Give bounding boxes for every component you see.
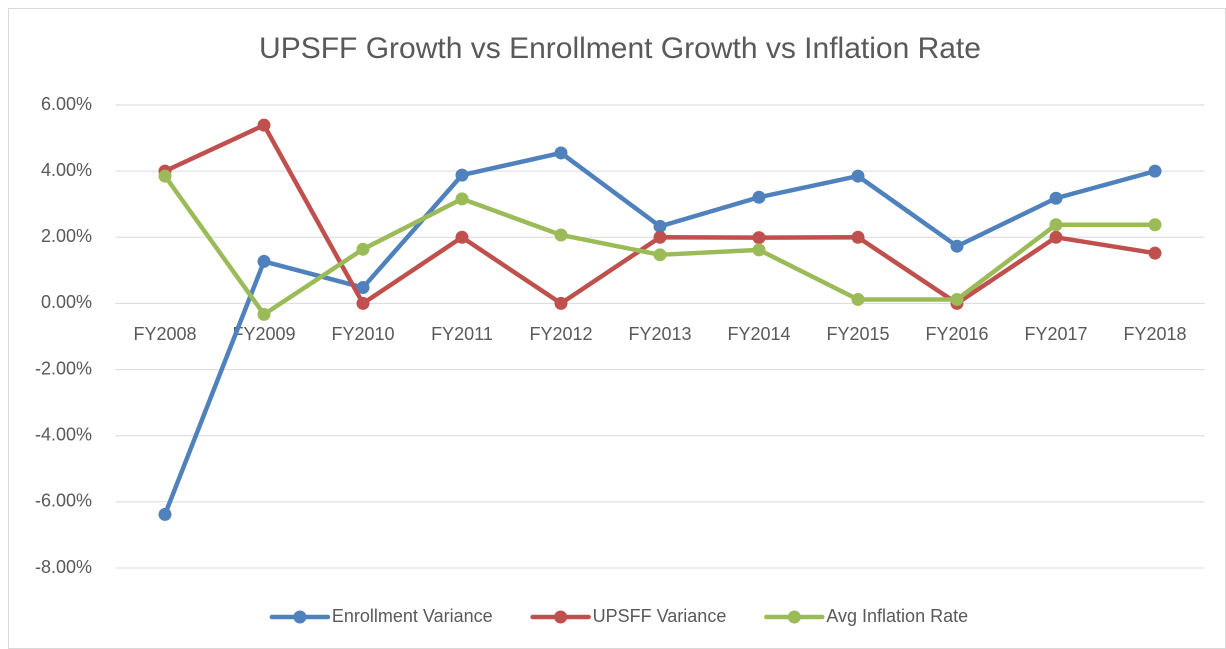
data-point [455,192,469,206]
data-point [257,307,271,321]
x-tick-label: FY2015 [826,324,889,344]
data-point [752,243,766,257]
chart-frame [8,8,1226,649]
data-point [158,169,172,183]
data-point [455,230,469,244]
data-point [950,239,964,253]
legend-label: UPSFF Variance [593,606,727,626]
legend-label: Enrollment Variance [332,606,493,626]
data-point [257,118,271,132]
data-point [158,507,172,521]
data-point [1148,246,1162,260]
chart-title: UPSFF Growth vs Enrollment Growth vs Inf… [259,32,981,65]
data-point [356,242,370,256]
legend-marker [554,610,568,624]
legend-label: Avg Inflation Rate [826,606,968,626]
y-tick-label: -2.00% [35,358,92,378]
x-tick-label: FY2014 [727,324,790,344]
data-point [752,231,766,245]
data-point [554,228,568,242]
data-point [1148,218,1162,232]
data-point [752,190,766,204]
x-tick-label: FY2013 [628,324,691,344]
y-tick-label: 4.00% [41,160,92,180]
data-point [356,296,370,310]
data-point [851,292,865,306]
data-point [257,254,271,268]
x-tick-label: FY2018 [1123,324,1186,344]
legend-marker [787,610,801,624]
y-tick-label: -8.00% [35,557,92,577]
y-tick-label: 2.00% [41,226,92,246]
data-point [554,296,568,310]
data-point [653,219,667,233]
data-point [851,169,865,183]
x-tick-label: FY2011 [431,324,493,344]
data-point [356,281,370,295]
data-point [851,230,865,244]
x-tick-label: FY2008 [133,324,196,344]
x-tick-label: FY2012 [529,324,592,344]
data-point [1049,218,1063,232]
data-point [950,292,964,306]
data-point [1049,230,1063,244]
y-tick-label: 0.00% [41,292,92,312]
data-point [554,146,568,160]
data-point [1049,191,1063,205]
x-tick-label: FY2010 [331,324,394,344]
y-tick-label: 6.00% [41,94,92,114]
legend-marker [293,610,307,624]
x-tick-label: FY2009 [232,324,295,344]
data-point [653,248,667,262]
data-point [1148,164,1162,178]
data-point [455,168,469,182]
x-tick-label: FY2017 [1024,324,1087,344]
y-tick-label: -6.00% [35,491,92,511]
data-point [653,230,667,244]
y-tick-label: -4.00% [35,424,92,444]
x-tick-label: FY2016 [925,324,988,344]
